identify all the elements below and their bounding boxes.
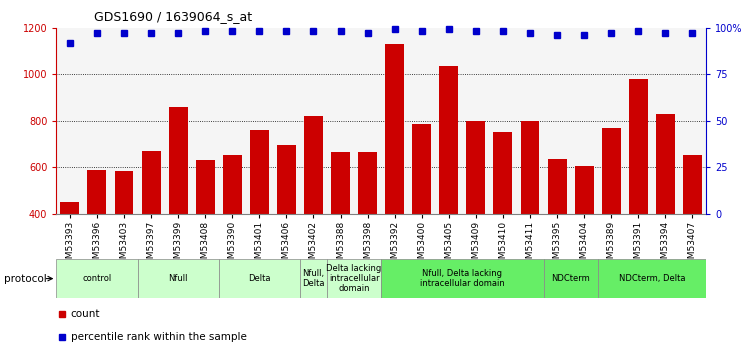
Bar xyxy=(547,159,566,307)
Bar xyxy=(520,121,539,307)
Bar xyxy=(656,114,675,307)
Text: percentile rank within the sample: percentile rank within the sample xyxy=(71,332,246,342)
Bar xyxy=(466,121,485,307)
Text: control: control xyxy=(83,274,112,283)
Text: GDS1690 / 1639064_s_at: GDS1690 / 1639064_s_at xyxy=(94,10,252,23)
Bar xyxy=(602,128,620,307)
Bar xyxy=(385,44,404,307)
Bar xyxy=(493,132,512,307)
Bar xyxy=(142,151,161,307)
Bar xyxy=(169,107,188,307)
Bar xyxy=(250,130,269,307)
Bar xyxy=(544,259,598,298)
Bar xyxy=(60,202,80,307)
Bar xyxy=(683,155,702,307)
Text: Nfull: Nfull xyxy=(168,274,188,283)
Bar xyxy=(439,66,458,307)
Text: Delta lacking
intracellular
domain: Delta lacking intracellular domain xyxy=(327,264,382,294)
Text: count: count xyxy=(71,309,100,319)
Bar xyxy=(87,170,107,307)
Bar xyxy=(331,152,350,307)
Bar xyxy=(114,171,134,307)
Bar xyxy=(300,259,327,298)
Bar xyxy=(223,155,242,307)
Bar xyxy=(56,259,137,298)
Bar xyxy=(219,259,300,298)
Text: Nfull, Delta lacking
intracellular domain: Nfull, Delta lacking intracellular domai… xyxy=(420,269,505,288)
Bar xyxy=(575,166,593,307)
Bar xyxy=(358,152,377,307)
Bar xyxy=(327,259,381,298)
Bar xyxy=(277,145,296,307)
Bar xyxy=(598,259,706,298)
Text: Delta: Delta xyxy=(248,274,270,283)
Bar xyxy=(381,259,544,298)
Bar xyxy=(412,124,431,307)
Bar xyxy=(304,116,323,307)
Text: protocol: protocol xyxy=(4,274,47,284)
Bar xyxy=(196,160,215,307)
Text: NDCterm, Delta: NDCterm, Delta xyxy=(619,274,685,283)
Text: Nfull,
Delta: Nfull, Delta xyxy=(302,269,324,288)
Bar xyxy=(629,79,648,307)
Bar xyxy=(137,259,219,298)
Text: NDCterm: NDCterm xyxy=(551,274,590,283)
